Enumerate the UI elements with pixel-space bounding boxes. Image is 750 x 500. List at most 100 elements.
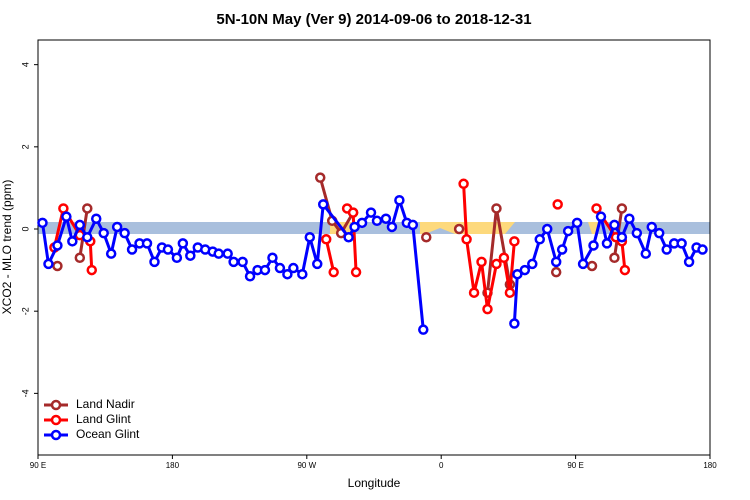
x-tick-label: 180 [166,461,180,470]
data-point [119,227,130,239]
data-point [222,248,233,259]
x-tick-label: 90 W [297,461,316,470]
data-point [616,203,628,214]
data-point [74,219,86,231]
data-point [312,258,323,270]
data-point [527,258,538,270]
data-point [609,219,620,231]
data-point [676,238,687,249]
data-point [228,256,239,268]
x-axis-label: Longitude [348,476,401,490]
legend-label: Land Nadir [76,397,135,411]
data-point [380,213,392,224]
data-point [609,252,620,264]
data-point [661,244,672,255]
data-point [162,244,174,255]
data-point [631,227,643,239]
data-point [317,199,329,210]
data-point [394,194,405,206]
data-point [476,256,487,268]
y-axis-label: XCO2 - MLO trend (ppm) [0,180,14,315]
data-point [52,260,63,272]
data-point [213,248,224,259]
data-point [304,231,316,243]
data-point [624,213,635,224]
data-point [141,238,153,249]
data-point [509,318,520,329]
data-point [697,244,708,255]
data-point [349,221,360,233]
data-point [519,264,531,276]
data-point [550,266,562,278]
data-point [591,203,602,214]
data-point [105,248,117,259]
data-point [320,234,332,245]
data-point [577,258,589,270]
data-point [282,268,293,280]
data-point [347,207,359,218]
data-point [482,303,493,315]
plot-area [37,172,708,335]
data-point [418,324,429,335]
data-point [149,256,160,268]
data-point [43,258,54,270]
legend-swatch-point [50,429,62,441]
data-point [556,244,568,255]
data-point [356,217,368,229]
data-point [371,215,383,227]
data-point [171,252,183,264]
data-point [461,234,472,245]
data-point [550,256,562,268]
data-point [86,264,98,276]
x-tick-label: 90 E [567,461,583,470]
data-point [111,221,123,233]
data-point [297,268,308,280]
data-point [534,234,546,245]
data-point [67,236,78,247]
legend-label: Ocean Glint [76,427,140,441]
data-point [453,223,465,235]
y-tick-label: -4 [20,389,30,397]
data-point [52,240,63,251]
data-point [640,248,652,259]
data-point [328,266,339,278]
data-point [683,256,695,268]
land-band [420,222,515,234]
legend-label: Land Glint [76,412,131,426]
data-point [646,221,658,233]
legend-swatch-point [50,399,62,411]
data-point [267,252,278,264]
uncertainty-band [38,222,710,234]
data-point [509,236,520,247]
data-point [619,264,631,276]
plot-frame [37,39,711,456]
x-tick-label: 90 E [30,461,46,470]
data-point [421,231,432,243]
data-point [82,203,93,214]
data-point [468,287,480,298]
data-point [512,268,523,280]
data-point [288,262,299,274]
data-point [595,211,607,222]
x-tick-label: 0 [439,461,444,470]
data-point [237,256,248,268]
data-point [82,231,93,243]
chart-title: 5N-10N May (Ver 9) 2014-09-06 to 2018-12… [216,11,531,28]
data-point [90,213,102,224]
data-point [601,238,613,249]
data-point [616,231,628,243]
data-point [571,217,583,229]
data-point [37,217,48,229]
data-point [61,211,72,222]
data-point [407,219,419,231]
data-point [244,271,256,282]
y-tick-label: 0 [20,227,30,232]
x-tick-label: 180 [703,461,717,470]
data-point [126,244,138,255]
data-point [562,225,574,237]
data-point [314,172,326,183]
legend-swatch-point [50,414,62,426]
data-point [586,260,598,272]
